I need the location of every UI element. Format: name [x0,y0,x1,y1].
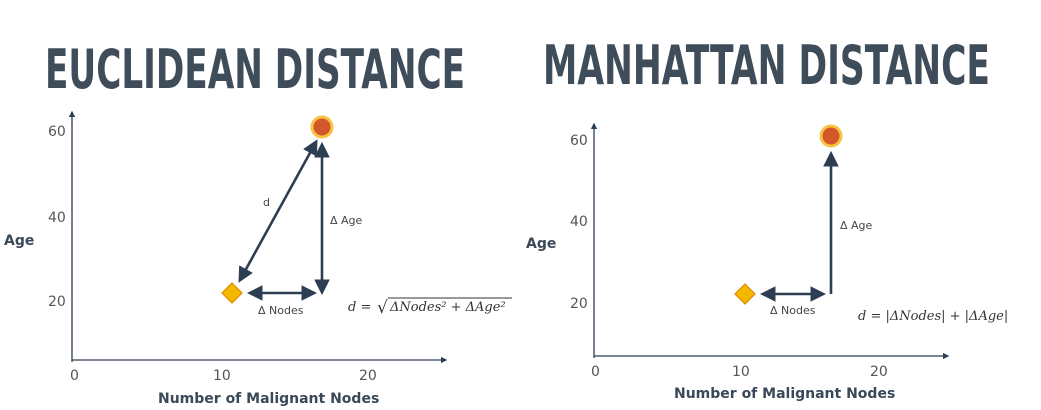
y-axis-label: Age [4,233,34,249]
x-tick-0: 0 [591,364,600,380]
d-label: d [263,196,270,209]
euclidean-formula: d = √ ΔNodes² + ΔAge² [348,297,512,318]
delta-nodes-label: Δ Nodes [258,304,304,317]
y-tick-60: 60 [48,124,66,140]
y-tick-20: 20 [48,294,66,310]
formula-rhs: ΔNodes² + ΔAge² [389,300,506,315]
formula-lhs: d = [348,300,371,315]
delta-age-label: Δ Age [330,214,363,227]
x-tick-10: 10 [213,368,231,384]
x-tick-0: 0 [70,368,79,384]
distance-d-arrow [238,139,318,283]
x-tick-20: 20 [870,364,888,380]
y-tick-40: 40 [570,214,588,230]
delta-nodes-label: Δ Nodes [770,304,816,317]
radical-sign: √ [377,298,388,318]
euclidean-panel: EUCLIDEAN DISTANCE 60 40 20 0 10 20 Age … [4,38,512,407]
orange-diamond-icon [734,283,756,305]
orange-diamond-icon [221,282,243,304]
manhattan-formula: d = |ΔNodes| + |ΔAge| [858,309,1008,324]
y-tick-20: 20 [570,296,588,312]
y-tick-60: 60 [570,133,588,149]
euclidean-title: EUCLIDEAN DISTANCE [45,38,465,101]
orange-circle-icon [310,115,334,139]
y-tick-40: 40 [48,210,66,226]
orange-circle-icon [819,124,843,148]
x-tick-20: 20 [359,368,377,384]
x-tick-10: 10 [732,364,750,380]
manhattan-title: MANHATTAN DISTANCE [543,34,990,97]
y-axis-label: Age [526,236,556,252]
x-axis-label: Number of Malignant Nodes [158,391,379,407]
delta-age-label: Δ Age [840,219,873,232]
x-axis-label: Number of Malignant Nodes [674,386,895,402]
manhattan-panel: MANHATTAN DISTANCE 60 40 20 0 10 20 Age … [526,34,1008,402]
